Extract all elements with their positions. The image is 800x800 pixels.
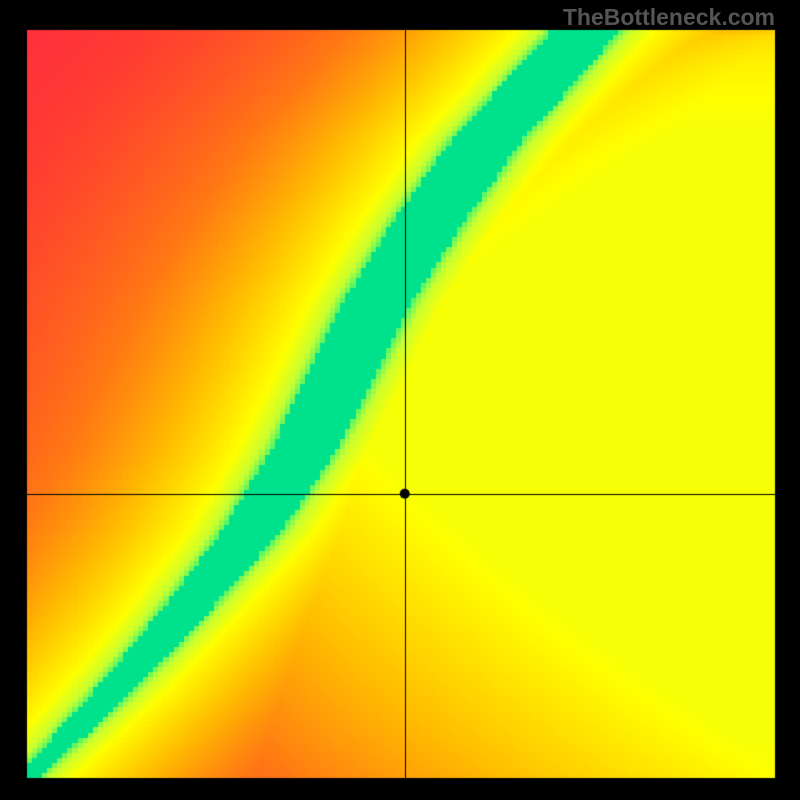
bottleneck-heatmap (0, 0, 800, 800)
chart-container: TheBottleneck.com (0, 0, 800, 800)
watermark-text: TheBottleneck.com (563, 4, 775, 31)
